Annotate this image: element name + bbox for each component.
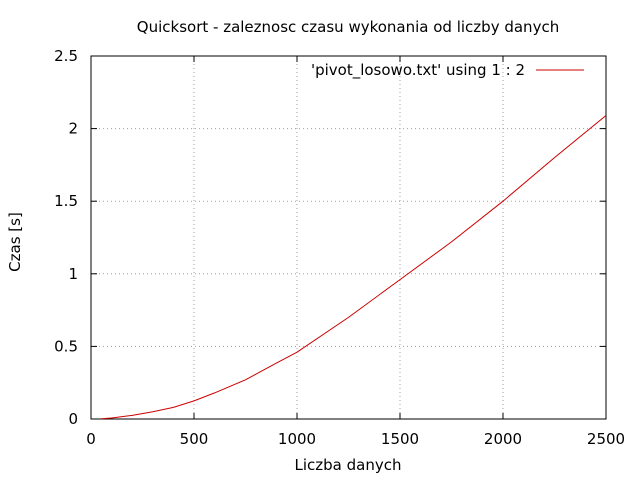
x-tick-label: 0 [86, 430, 96, 448]
tick-layer: 0 500 1000 1500 2000 2500 0 0.5 1 1.5 2 2.5 [54, 47, 625, 448]
grid-layer [91, 56, 606, 419]
legend-label: 'pivot_losowo.txt' using 1 : 2 [311, 61, 525, 80]
y-tick-label: 2.5 [54, 47, 78, 65]
y-tick-label: 1 [68, 265, 78, 283]
x-tick-label: 1000 [278, 430, 316, 448]
y-tick-label: 0 [68, 410, 78, 428]
y-axis-label: Czas [s] [6, 212, 24, 272]
plot-border [90, 55, 607, 420]
x-tick-label: 1500 [381, 430, 419, 448]
legend: 'pivot_losowo.txt' using 1 : 2 [311, 61, 584, 80]
series-layer [101, 115, 607, 420]
x-tick-label: 2500 [587, 430, 625, 448]
series-line [101, 115, 607, 420]
x-tick-label: 500 [180, 430, 209, 448]
y-tick-label: 1.5 [54, 192, 78, 210]
x-axis-label: Liczba danych [295, 456, 402, 474]
y-tick-label: 0.5 [54, 337, 78, 355]
y-tick-label: 2 [68, 120, 78, 138]
chart-title: Quicksort - zaleznosc czasu wykonania od… [137, 18, 559, 36]
x-tick-label: 2000 [484, 430, 522, 448]
